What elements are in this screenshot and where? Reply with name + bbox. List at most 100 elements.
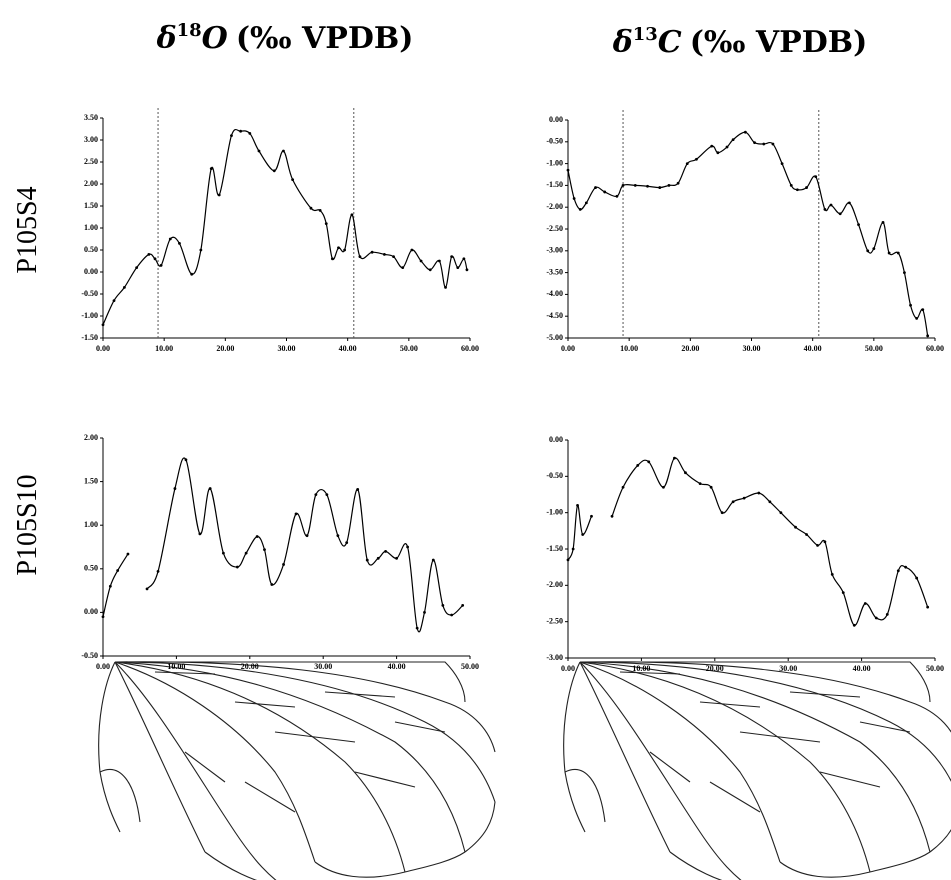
y-tick-label: 1.00 xyxy=(84,520,98,529)
data-point xyxy=(572,197,576,200)
data-point xyxy=(336,534,340,538)
data-point xyxy=(309,206,313,210)
data-point xyxy=(382,253,386,256)
data-point xyxy=(450,613,454,617)
data-point xyxy=(401,266,405,269)
data-point xyxy=(406,545,410,549)
symbol: δ xyxy=(612,25,633,60)
element: C xyxy=(658,25,682,60)
y-tick-label: 1.50 xyxy=(84,201,98,210)
x-tick-label: 40.00 xyxy=(339,344,357,353)
y-tick-label: 2.50 xyxy=(84,157,98,166)
data-point xyxy=(423,611,426,614)
y-tick-label: -2.50 xyxy=(546,616,563,625)
data-point xyxy=(419,259,423,263)
data-point xyxy=(410,248,414,252)
chart: -5.00 -4.50 -4.00 -3.50 -3.00 -2.50 -2.00 -1.50… xyxy=(546,110,944,353)
data-point xyxy=(603,190,607,194)
data-point xyxy=(742,496,746,500)
data-point xyxy=(450,255,454,258)
y-tick-label: 0.00 xyxy=(84,267,98,276)
data-point xyxy=(221,551,225,555)
data-point xyxy=(789,184,793,187)
data-point xyxy=(909,303,912,307)
data-point xyxy=(337,246,340,250)
data-point xyxy=(610,514,614,518)
data-point xyxy=(584,201,588,205)
data-point xyxy=(720,511,724,515)
data-point xyxy=(101,323,105,327)
data-point xyxy=(753,141,756,145)
data-point xyxy=(838,212,842,216)
data-point xyxy=(903,271,906,274)
y-tick-label: -0.50 xyxy=(546,137,563,146)
x-tick-label: 50.00 xyxy=(865,344,883,353)
data-point xyxy=(921,308,925,312)
y-tick-label: 2.00 xyxy=(84,179,98,188)
data-point xyxy=(101,615,105,619)
data-point xyxy=(209,167,213,171)
data-point xyxy=(887,251,891,255)
x-tick-label: 50.00 xyxy=(926,664,944,673)
data-point xyxy=(896,251,900,255)
row-label: P105S10 xyxy=(12,474,43,575)
data-point xyxy=(863,602,867,605)
data-point xyxy=(272,169,276,173)
data-point xyxy=(392,255,395,258)
data-point xyxy=(345,541,349,545)
y-tick-label: -0.50 xyxy=(81,289,98,298)
data-point xyxy=(282,563,285,566)
data-point xyxy=(147,253,151,256)
data-point xyxy=(461,604,465,607)
data-point xyxy=(731,500,735,504)
data-point xyxy=(248,132,252,135)
data-point xyxy=(384,549,387,553)
data-point xyxy=(685,162,689,166)
y-tick-label: -1.00 xyxy=(546,158,563,167)
x-tick-label: 10.00 xyxy=(167,662,185,671)
data-point xyxy=(658,186,662,189)
x-tick-label: 30.00 xyxy=(278,344,296,353)
data-point xyxy=(716,151,720,155)
data-point xyxy=(330,257,334,261)
data-point xyxy=(365,558,369,562)
x-tick-label: 40.00 xyxy=(804,344,822,353)
data-point xyxy=(904,565,908,569)
x-tick-label: 30.00 xyxy=(743,344,761,353)
data-point xyxy=(621,184,625,187)
unit: (‰ VPDB) xyxy=(236,21,414,56)
data-point xyxy=(852,623,856,627)
x-tick-label: 30.00 xyxy=(779,664,797,673)
data-point xyxy=(621,485,625,489)
data-point xyxy=(823,540,827,544)
y-tick-label: 3.00 xyxy=(84,135,98,144)
data-point xyxy=(926,334,930,338)
data-point xyxy=(184,458,188,462)
data-point xyxy=(318,209,322,212)
data-point xyxy=(731,138,735,142)
data-point xyxy=(647,460,651,464)
y-tick-label: -2.00 xyxy=(546,580,563,589)
y-tick-label: -3.00 xyxy=(546,246,563,255)
x-tick-label: 10.00 xyxy=(620,344,638,353)
x-tick-label: 50.00 xyxy=(461,662,479,671)
data-point xyxy=(673,456,676,460)
data-point xyxy=(156,570,160,573)
data-point xyxy=(270,583,274,586)
data-point xyxy=(126,552,130,556)
data-point xyxy=(771,142,775,146)
data-point xyxy=(676,181,680,185)
data-point xyxy=(578,207,582,211)
data-point xyxy=(257,149,261,153)
x-tick-label: 0.00 xyxy=(561,344,575,353)
y-tick-label: 0.50 xyxy=(84,564,98,573)
data-point xyxy=(199,248,203,252)
element: O xyxy=(202,21,228,56)
y-tick-label: -5.00 xyxy=(546,333,563,342)
data-point xyxy=(581,533,585,536)
data-point xyxy=(350,213,354,217)
data-point xyxy=(646,184,649,188)
data-point xyxy=(684,471,687,475)
x-tick-label: 40.00 xyxy=(853,664,871,673)
data-point xyxy=(874,616,878,620)
